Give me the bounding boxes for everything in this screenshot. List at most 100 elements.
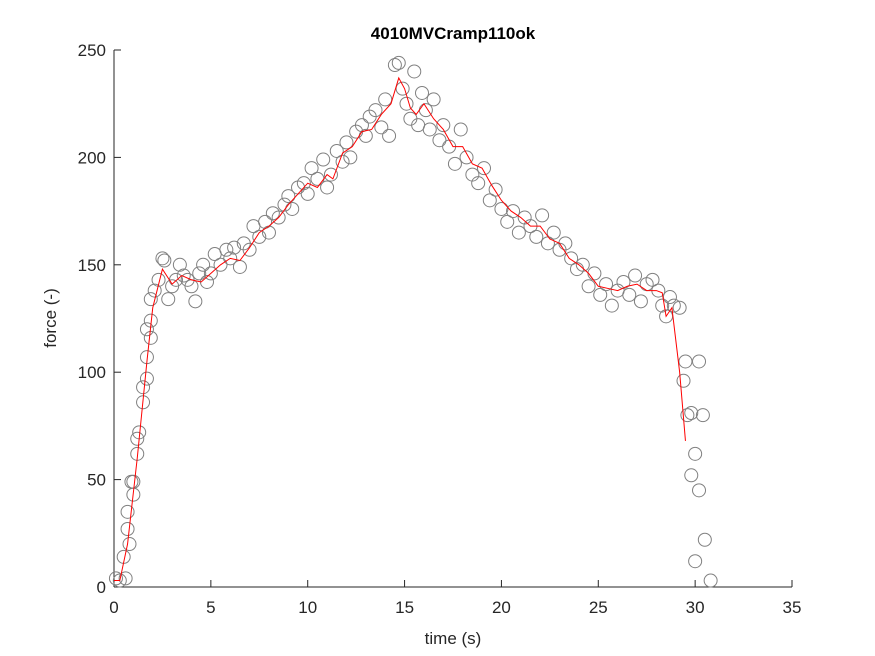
x-tick-label: 10 (298, 598, 317, 617)
point (108, 571, 123, 586)
point (655, 298, 670, 313)
y-tick-label: 150 (78, 256, 106, 275)
point (157, 253, 172, 268)
point (242, 242, 257, 257)
point (139, 322, 154, 337)
point (666, 298, 681, 313)
point (112, 573, 127, 588)
point (196, 257, 211, 272)
point (684, 406, 699, 421)
point (633, 294, 648, 309)
point (155, 251, 170, 266)
point (277, 197, 292, 212)
point (604, 298, 619, 313)
point (575, 257, 590, 272)
point (378, 92, 393, 107)
point (622, 287, 637, 302)
point (407, 64, 422, 79)
point (399, 96, 414, 111)
point (296, 176, 311, 191)
x-tick-label: 25 (589, 598, 608, 617)
point (488, 182, 503, 197)
point (678, 354, 693, 369)
line (114, 76, 686, 582)
point (453, 122, 468, 137)
point (316, 152, 331, 167)
x-tick-label: 5 (206, 598, 215, 617)
point (459, 150, 474, 165)
point (676, 373, 691, 388)
point (122, 537, 137, 552)
x-axis-label: time (s) (425, 629, 482, 648)
point (339, 135, 354, 150)
x-tick-label: 30 (686, 598, 705, 617)
point (672, 300, 687, 315)
point (374, 120, 389, 135)
point (422, 122, 437, 137)
point (500, 214, 515, 229)
point (139, 371, 154, 386)
point (482, 193, 497, 208)
point (368, 103, 383, 118)
point (494, 201, 509, 216)
point (120, 522, 135, 537)
point (506, 204, 521, 219)
point (143, 330, 158, 345)
point (285, 201, 300, 216)
point (465, 167, 480, 182)
point (188, 294, 203, 309)
point (203, 266, 218, 281)
point (415, 85, 430, 100)
point (569, 262, 584, 277)
point (291, 180, 306, 195)
point (436, 118, 451, 133)
point (447, 156, 462, 171)
point (227, 240, 242, 255)
point (535, 208, 550, 223)
point (662, 290, 677, 305)
point (391, 55, 406, 70)
point (143, 292, 158, 307)
y-tick-label: 250 (78, 41, 106, 60)
point (581, 279, 596, 294)
point (476, 161, 491, 176)
point (587, 266, 602, 281)
point (271, 210, 286, 225)
point (680, 408, 695, 423)
point (281, 189, 296, 204)
chart-title: 4010MVCramp110ok (371, 24, 536, 43)
point (432, 133, 447, 148)
point (172, 257, 187, 272)
point (703, 573, 718, 588)
point (695, 408, 710, 423)
point (692, 483, 707, 498)
point (426, 92, 441, 107)
point (403, 111, 418, 126)
point (628, 268, 643, 283)
point (564, 251, 579, 266)
point (265, 206, 280, 221)
point (697, 532, 712, 547)
point (639, 277, 654, 292)
point (546, 225, 561, 240)
y-axis-label: force (-) (41, 288, 60, 348)
point (343, 150, 358, 165)
point (395, 81, 410, 96)
point (645, 272, 660, 287)
point (329, 143, 344, 158)
x-tick-label: 15 (395, 598, 414, 617)
point (136, 380, 151, 395)
point (118, 571, 133, 586)
y-tick-label: 0 (97, 578, 106, 597)
point (300, 186, 315, 201)
point (219, 242, 234, 257)
point (387, 58, 402, 73)
y-tick-label: 50 (87, 471, 106, 490)
point (529, 229, 544, 244)
y-tick-label: 200 (78, 148, 106, 167)
y-tick-label: 100 (78, 363, 106, 382)
point (213, 257, 228, 272)
point (382, 128, 397, 143)
point (232, 259, 247, 274)
